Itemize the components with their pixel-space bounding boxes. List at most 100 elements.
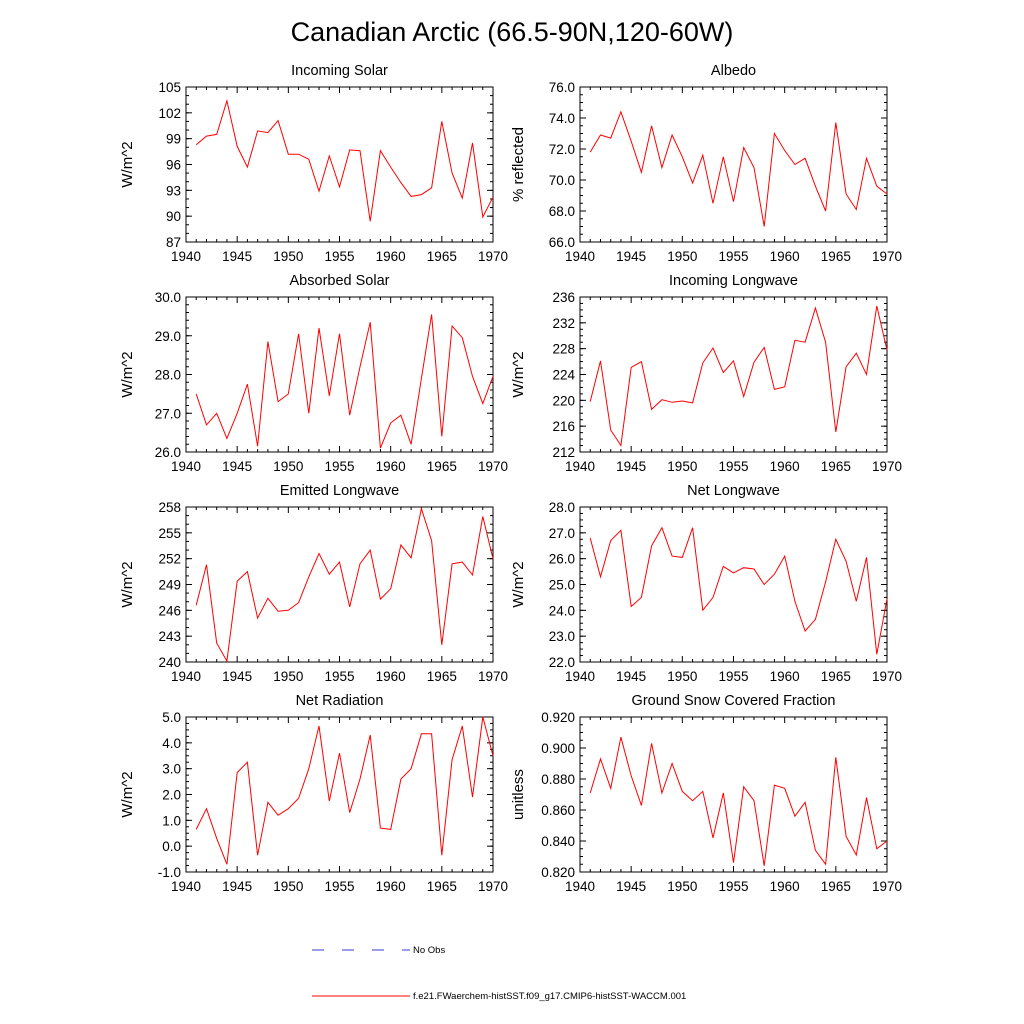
- y-tick-label: 243: [158, 629, 181, 644]
- x-tick-label: 1950: [273, 669, 303, 684]
- x-tick-label: 1960: [376, 669, 406, 684]
- panel-7: Ground Snow Covered Fraction 1940 1945 1950…: [510, 693, 902, 894]
- y-tick-label: 26.0: [549, 552, 575, 567]
- panel-title: Albedo: [711, 63, 756, 79]
- y-tick-label: 24.0: [549, 603, 575, 618]
- y-axis-label: W/m^2: [510, 561, 527, 607]
- y-tick-label: 224: [552, 368, 575, 383]
- x-tick-label: 1970: [872, 879, 902, 894]
- y-tick-label: 90: [166, 209, 181, 224]
- x-tick-label: 1950: [667, 879, 697, 894]
- y-tick-label: 216: [552, 419, 575, 434]
- y-tick-label: 96: [166, 158, 181, 173]
- x-tick-label: 1960: [770, 249, 800, 264]
- panel-title: Incoming Longwave: [669, 273, 798, 289]
- panel-0: Incoming Solar 1940 1945 1950 1955 1960 1965 19…: [119, 63, 508, 264]
- x-tick-label: 1960: [376, 879, 406, 894]
- y-tick-label: 0.0: [162, 839, 181, 854]
- x-tick-label: 1965: [427, 249, 457, 264]
- y-tick-label: 0.900: [541, 741, 575, 756]
- x-tick-label: 1950: [273, 249, 303, 264]
- x-tick-label: 1950: [273, 459, 303, 474]
- series-line: [589, 110, 888, 227]
- x-tick-label: 1945: [222, 249, 252, 264]
- plot-frame: [579, 86, 888, 243]
- y-axis-label: W/m^2: [510, 351, 527, 397]
- y-axis-label: W/m^2: [119, 561, 136, 607]
- y-tick-label: 3.0: [162, 762, 181, 777]
- x-tick-label: 1940: [171, 249, 201, 264]
- series-line: [195, 716, 494, 865]
- x-tick-label: 1945: [222, 879, 252, 894]
- y-tick-label: 28.0: [155, 368, 181, 383]
- x-tick-label: 1965: [427, 669, 457, 684]
- x-tick-label: 1960: [770, 669, 800, 684]
- y-tick-label: 23.0: [549, 629, 575, 644]
- x-tick-label: 1945: [616, 669, 646, 684]
- x-tick-label: 1945: [616, 459, 646, 474]
- panel-title: Incoming Solar: [291, 63, 388, 79]
- y-tick-label: 246: [158, 603, 181, 618]
- x-tick-label: 1940: [171, 669, 201, 684]
- x-tick-label: 1950: [667, 249, 697, 264]
- plot-frame: [579, 296, 888, 453]
- x-tick-label: 1945: [222, 459, 252, 474]
- x-tick-label: 1965: [821, 669, 851, 684]
- x-tick-label: 1955: [718, 879, 748, 894]
- y-tick-label: 0.840: [541, 834, 575, 849]
- y-tick-label: 4.0: [162, 736, 181, 751]
- panel-title: Net Radiation: [296, 693, 384, 709]
- series-line: [589, 736, 888, 866]
- panel-6: Net Radiation 1940 1945 1950 1955 1960 1965 197…: [119, 693, 508, 894]
- x-tick-label: 1940: [171, 879, 201, 894]
- x-tick-label: 1945: [616, 249, 646, 264]
- y-tick-label: 28.0: [549, 500, 575, 515]
- y-tick-label: 252: [158, 552, 181, 567]
- y-tick-label: 93: [166, 183, 181, 198]
- x-tick-label: 1955: [718, 459, 748, 474]
- x-tick-label: 1970: [478, 459, 508, 474]
- y-tick-label: 72.0: [549, 142, 575, 157]
- y-tick-label: 0.860: [541, 803, 575, 818]
- y-tick-label: 236: [552, 290, 575, 305]
- x-tick-label: 1940: [565, 459, 595, 474]
- x-tick-label: 1970: [872, 669, 902, 684]
- y-tick-label: 99: [166, 132, 181, 147]
- y-tick-label: 0.920: [541, 710, 575, 725]
- plot-frame: [185, 86, 494, 243]
- y-tick-label: 105: [158, 80, 181, 95]
- panel-title: Absorbed Solar: [290, 273, 390, 289]
- y-tick-label: 228: [552, 342, 575, 357]
- x-tick-label: 1965: [427, 879, 457, 894]
- series-line: [195, 506, 494, 663]
- y-tick-label: 87: [166, 235, 181, 250]
- y-tick-label: -1.0: [158, 865, 181, 880]
- y-tick-label: 249: [158, 578, 181, 593]
- series-line: [589, 526, 888, 655]
- panel-1: Albedo 1940 1945 1950 1955 1960 1965 1970 66.0 68…: [510, 63, 902, 264]
- y-tick-label: 240: [158, 655, 181, 670]
- x-tick-label: 1940: [565, 249, 595, 264]
- y-axis-label: % reflected: [510, 127, 527, 202]
- y-tick-label: 25.0: [549, 578, 575, 593]
- y-axis-label: W/m^2: [119, 351, 136, 397]
- x-tick-label: 1970: [872, 249, 902, 264]
- x-tick-label: 1955: [718, 669, 748, 684]
- x-tick-label: 1940: [565, 879, 595, 894]
- y-tick-label: 212: [552, 445, 575, 460]
- y-axis-label: W/m^2: [119, 771, 136, 817]
- y-tick-label: 258: [158, 500, 181, 515]
- y-tick-label: 220: [552, 393, 575, 408]
- panel-5: Net Longwave 1940 1945 1950 1955 1960 1965 1970…: [510, 483, 902, 684]
- y-tick-label: 0.820: [541, 865, 575, 880]
- plot-frame: [185, 296, 494, 453]
- legend-label-no-obs: No Obs: [413, 945, 445, 956]
- x-tick-label: 1950: [667, 459, 697, 474]
- panel-3: Incoming Longwave 1940 1945 1950 1955 1960 196…: [510, 273, 902, 474]
- x-tick-label: 1960: [376, 459, 406, 474]
- x-tick-label: 1940: [565, 669, 595, 684]
- y-tick-label: 27.0: [155, 406, 181, 421]
- y-tick-label: 30.0: [155, 290, 181, 305]
- x-tick-label: 1955: [718, 249, 748, 264]
- panel-2: Absorbed Solar 1940 1945 1950 1955 1960 1965 19…: [119, 273, 508, 474]
